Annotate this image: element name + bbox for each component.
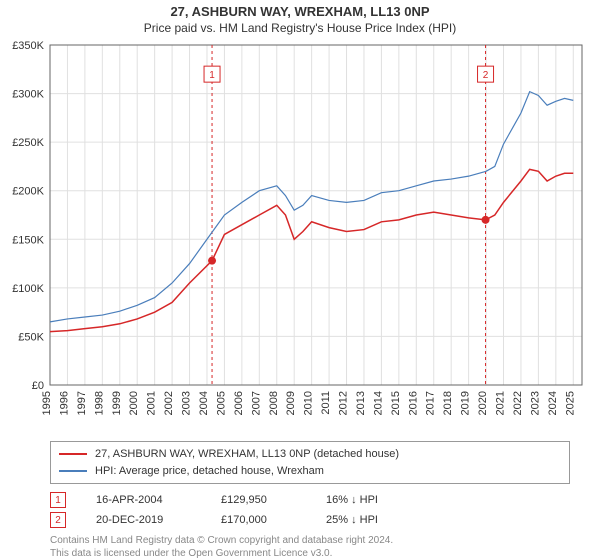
legend: 27, ASHBURN WAY, WREXHAM, LL13 0NP (deta…	[50, 441, 570, 484]
transaction-marker-2: 2	[50, 512, 66, 528]
svg-text:2021: 2021	[495, 391, 507, 415]
transaction-row-2: 2 20-DEC-2019 £170,000 25% ↓ HPI	[50, 512, 570, 528]
svg-text:£150K: £150K	[12, 234, 44, 246]
svg-text:2017: 2017	[425, 391, 437, 415]
transaction-row-1: 1 16-APR-2004 £129,950 16% ↓ HPI	[50, 492, 570, 508]
svg-text:2013: 2013	[355, 391, 367, 415]
transaction-price-1: £129,950	[221, 494, 296, 506]
svg-text:2004: 2004	[198, 391, 210, 415]
svg-text:2003: 2003	[181, 391, 193, 415]
svg-text:1998: 1998	[93, 391, 105, 415]
svg-text:2015: 2015	[390, 391, 402, 415]
svg-text:2020: 2020	[477, 391, 489, 415]
transaction-delta-2: 25% ↓ HPI	[326, 514, 378, 526]
line-chart-svg: £0 £50K £100K £150K £200K £250K £300K £350K 1995…	[0, 35, 600, 435]
transaction-price-2: £170,000	[221, 514, 296, 526]
svg-text:2010: 2010	[303, 391, 315, 415]
legend-row-hpi: HPI: Average price, detached house, Wrex…	[59, 463, 561, 480]
transaction-date-1: 16-APR-2004	[96, 494, 191, 506]
legend-swatch-property	[59, 453, 87, 455]
svg-text:2008: 2008	[268, 391, 280, 415]
svg-text:£0: £0	[32, 380, 44, 392]
legend-swatch-hpi	[59, 470, 87, 472]
svg-text:2011: 2011	[320, 391, 332, 415]
footer-line-2: This data is licensed under the Open Gov…	[50, 547, 570, 560]
svg-text:2019: 2019	[460, 391, 472, 415]
svg-text:2002: 2002	[163, 391, 175, 415]
transaction-marker-1: 1	[50, 492, 66, 508]
svg-text:£50K: £50K	[18, 331, 44, 343]
svg-text:2014: 2014	[372, 391, 384, 415]
legend-label-hpi: HPI: Average price, detached house, Wrex…	[95, 463, 324, 480]
svg-text:2009: 2009	[285, 391, 297, 415]
transaction-delta-1: 16% ↓ HPI	[326, 494, 378, 506]
svg-text:2025: 2025	[564, 391, 576, 415]
footer-line-1: Contains HM Land Registry data © Crown c…	[50, 534, 570, 547]
footer-attribution: Contains HM Land Registry data © Crown c…	[50, 534, 570, 560]
svg-text:1: 1	[209, 70, 215, 81]
transaction-date-2: 20-DEC-2019	[96, 514, 191, 526]
svg-text:£300K: £300K	[12, 89, 44, 101]
svg-text:2024: 2024	[547, 391, 559, 415]
transactions-table: 1 16-APR-2004 £129,950 16% ↓ HPI 2 20-DE…	[50, 492, 570, 528]
svg-text:2007: 2007	[250, 391, 262, 415]
legend-row-property: 27, ASHBURN WAY, WREXHAM, LL13 0NP (deta…	[59, 446, 561, 463]
svg-text:2: 2	[483, 70, 489, 81]
svg-text:£200K: £200K	[12, 186, 44, 198]
chart-area: £0 £50K £100K £150K £200K £250K £300K £350K 1995…	[0, 35, 600, 435]
svg-text:2018: 2018	[442, 391, 454, 415]
svg-text:1996: 1996	[58, 391, 70, 415]
chart-title-address: 27, ASHBURN WAY, WREXHAM, LL13 0NP	[0, 4, 600, 19]
svg-text:2012: 2012	[338, 391, 350, 415]
svg-text:2000: 2000	[128, 391, 140, 415]
svg-text:£350K: £350K	[12, 40, 44, 52]
svg-text:2005: 2005	[215, 391, 227, 415]
svg-text:£100K: £100K	[12, 283, 44, 295]
chart-title-sub: Price paid vs. HM Land Registry's House …	[0, 21, 600, 35]
svg-text:2016: 2016	[407, 391, 419, 415]
svg-text:2006: 2006	[233, 391, 245, 415]
svg-text:1995: 1995	[41, 391, 53, 415]
svg-text:£250K: £250K	[12, 137, 44, 149]
chart-titles: 27, ASHBURN WAY, WREXHAM, LL13 0NP Price…	[0, 0, 600, 35]
svg-text:2001: 2001	[146, 391, 158, 415]
svg-text:1997: 1997	[76, 391, 88, 415]
svg-text:1999: 1999	[111, 391, 123, 415]
svg-text:2022: 2022	[512, 391, 524, 415]
svg-text:2023: 2023	[529, 391, 541, 415]
legend-label-property: 27, ASHBURN WAY, WREXHAM, LL13 0NP (deta…	[95, 446, 399, 463]
